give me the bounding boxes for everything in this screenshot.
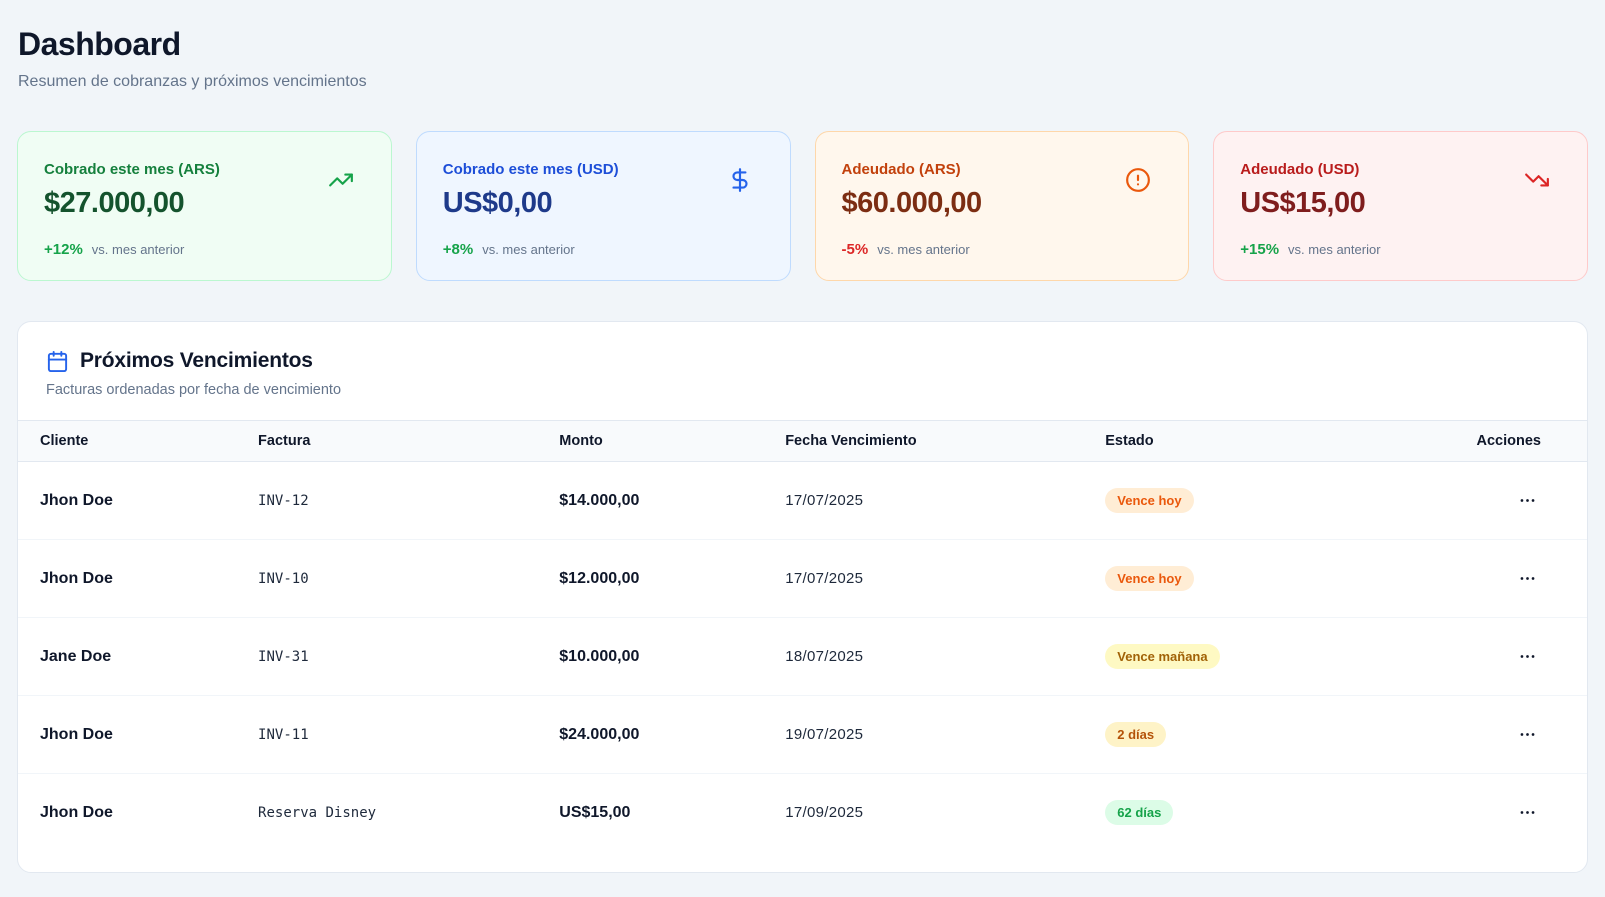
status-badge: 62 días — [1105, 800, 1174, 826]
cell-estado: 2 días — [1105, 695, 1366, 774]
stat-card-adeudado-ars: Adeudado (ARS) $60.000,00 -5% vs. mes an… — [814, 131, 1190, 281]
calendar-icon — [46, 350, 69, 373]
stat-card-footer: +8% vs. mes anterior — [443, 241, 764, 258]
cell-fecha: 17/07/2025 — [785, 492, 864, 509]
cell-estado: Vence hoy — [1105, 462, 1365, 540]
panel-header: Próximos Vencimientos Facturas ordenadas… — [18, 322, 1587, 420]
table-row: Jhon Doe INV-12 $14.000,00 17/07/2025 Ve… — [18, 462, 1587, 540]
column-header-cliente: Cliente — [18, 420, 259, 462]
cell-estado: Vence hoy — [1105, 539, 1366, 618]
row-actions-button[interactable] — [1514, 487, 1541, 514]
stat-card-cobrado-ars: Cobrado este mes (ARS) $27.000,00 +12% v… — [17, 131, 392, 281]
stat-card-note: vs. mes anterior — [877, 242, 970, 257]
cell-factura: INV-10 — [258, 539, 560, 618]
cell-cliente: Jhon Doe — [18, 539, 259, 618]
stat-cards: Cobrado este mes (ARS) $27.000,00 +12% v… — [17, 131, 1588, 281]
table-row: Jhon Doe INV-10 $12.000,00 17/07/2025 Ve… — [18, 539, 1587, 618]
cell-cliente: Jhon Doe — [18, 695, 259, 774]
cell-factura: Reserva Disney — [258, 773, 560, 852]
stat-card-note: vs. mes anterior — [91, 242, 185, 257]
cell-fecha: 19/07/2025 — [785, 695, 1106, 774]
trending-up-icon — [328, 167, 354, 193]
stat-card-label: Cobrado este mes (ARS) — [44, 161, 220, 178]
cell-cliente: Jhon Doe — [18, 773, 259, 852]
cell-fecha: 17/09/2025 — [785, 773, 1106, 852]
status-badge: 2 días — [1105, 722, 1167, 747]
stat-card-delta: +12% — [44, 241, 83, 258]
table-row: Jhon Doe INV-11 $24.000,00 19/07/2025 2 … — [18, 695, 1587, 774]
stat-card-footer: +15% vs. mes anterior — [1240, 241, 1561, 258]
cell-acciones — [1365, 617, 1587, 696]
stat-card-delta: +8% — [442, 241, 474, 258]
table-header-row: Cliente Factura Monto Fecha Vencimiento … — [18, 420, 1587, 462]
cell-cliente: Jhon Doe — [40, 491, 113, 509]
stat-card-footer: +12% vs. mes anterior — [44, 241, 365, 258]
column-header-acciones: Acciones — [1365, 420, 1587, 462]
column-header-factura: Factura — [258, 420, 560, 462]
cell-monto: $14.000,00 — [559, 491, 640, 509]
row-actions-button[interactable] — [1514, 643, 1541, 670]
stat-card-label: Adeudado (USD) — [1240, 161, 1360, 178]
column-header-fecha: Fecha Vencimiento — [785, 420, 1106, 462]
cell-acciones — [1366, 462, 1587, 540]
stat-card-value: US$0,00 — [442, 187, 553, 219]
column-header-monto: Monto — [559, 420, 786, 462]
cell-monto: $24.000,00 — [559, 695, 786, 774]
stat-card-adeudado-usd: Adeudado (USD) US$15,00 +15% vs. mes ant… — [1213, 131, 1588, 281]
status-badge: Vence mañana — [1105, 644, 1220, 669]
status-badge: Vence hoy — [1105, 488, 1194, 513]
cell-fecha: 17/07/2025 — [785, 539, 1106, 618]
cell-acciones — [1365, 695, 1587, 774]
cell-estado: 62 días — [1105, 773, 1366, 852]
stat-card-note: vs. mes anterior — [482, 242, 575, 257]
panel-subtitle: Facturas ordenadas por fecha de vencimie… — [46, 382, 342, 398]
dollar-sign-icon — [727, 167, 753, 193]
cell-monto: $10.000,00 — [559, 617, 786, 696]
invoices-table: Cliente Factura Monto Fecha Vencimiento … — [18, 420, 1587, 852]
panel-title: Próximos Vencimientos — [80, 349, 313, 372]
trending-down-icon — [1524, 167, 1550, 193]
cell-monto: $12.000,00 — [559, 539, 786, 618]
row-actions-button[interactable] — [1514, 721, 1541, 748]
stat-card-delta: +15% — [1240, 241, 1280, 258]
alert-circle-icon — [1125, 167, 1151, 193]
row-actions-button[interactable] — [1514, 799, 1541, 826]
column-header-estado: Estado — [1105, 420, 1366, 462]
cell-cliente: Jane Doe — [18, 617, 259, 696]
page-title: Dashboard — [18, 26, 181, 62]
page-subtitle: Resumen de cobranzas y próximos vencimie… — [18, 73, 367, 90]
row-actions-button[interactable] — [1514, 565, 1541, 592]
stat-card-value: $60.000,00 — [841, 187, 983, 219]
table-row: Jane Doe INV-31 $10.000,00 18/07/2025 Ve… — [18, 617, 1587, 696]
cell-monto: US$15,00 — [559, 773, 786, 852]
stat-card-label: Cobrado este mes (USD) — [442, 161, 619, 178]
cell-acciones — [1365, 773, 1587, 852]
stat-card-cobrado-usd: Cobrado este mes (USD) US$0,00 +8% vs. m… — [415, 131, 791, 281]
stat-card-value: $27.000,00 — [44, 187, 185, 219]
cell-acciones — [1365, 539, 1587, 618]
cell-factura: INV-12 — [258, 492, 309, 509]
stat-card-note: vs. mes anterior — [1288, 242, 1381, 257]
cell-factura: INV-11 — [258, 695, 560, 774]
stat-card-value: US$15,00 — [1240, 187, 1366, 219]
stat-card-label: Adeudado (ARS) — [841, 161, 961, 178]
status-badge: Vence hoy — [1105, 566, 1194, 591]
proximos-vencimientos-panel: Próximos Vencimientos Facturas ordenadas… — [17, 321, 1588, 873]
cell-estado: Vence mañana — [1105, 617, 1366, 696]
cell-fecha: 18/07/2025 — [785, 617, 1106, 696]
stat-card-footer: -5% vs. mes anterior — [842, 241, 1163, 258]
table-row: Jhon Doe Reserva Disney US$15,00 17/09/2… — [18, 773, 1587, 852]
stat-card-delta: -5% — [841, 241, 869, 258]
cell-factura: INV-31 — [258, 617, 560, 696]
